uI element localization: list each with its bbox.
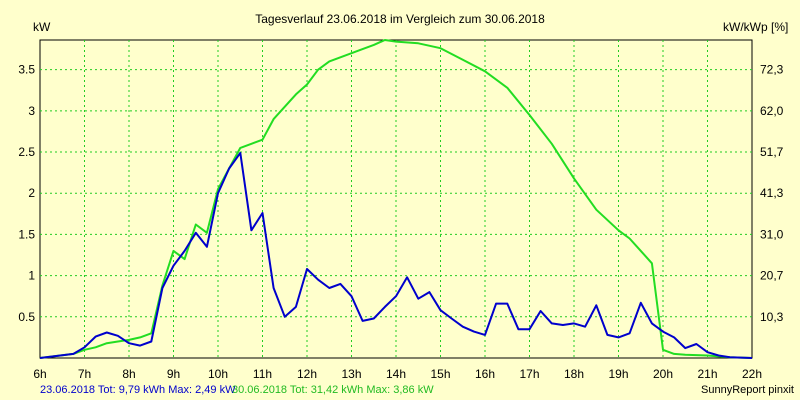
y-axis-label-left: kW (33, 20, 51, 34)
tick-labels: 6h 7h 8h 9h 10h 11h 12h 13h 14h 15h 16h 17h 18h 19h 20… (18, 63, 783, 381)
x-tick-label: 17h (519, 367, 539, 381)
x-tick-label: 14h (386, 367, 406, 381)
x-tick-label: 9h (167, 367, 180, 381)
x-tick-label: 8h (122, 367, 135, 381)
grid-lines (40, 40, 752, 358)
legend-series-1: 23.06.2018 Tot: 9,79 kWh Max: 2,49 kW (40, 384, 236, 396)
y-tick-label-left: 2.5 (18, 145, 35, 159)
series-line-30-06-2018 (39, 39, 753, 359)
y-tick-label-left: 0.5 (18, 310, 35, 324)
x-tick-label: 7h (78, 367, 91, 381)
y-tick-label-right: 31,0 (760, 227, 784, 241)
legend-series-2: 30.06.2018 Tot: 31,42 kWh Max: 3,86 kW (232, 384, 434, 396)
y-tick-label-left: 3 (28, 104, 35, 118)
x-tick-label: 11h (253, 367, 272, 381)
y-tick-label-left: 2 (28, 186, 35, 200)
x-tick-label: 20h (653, 367, 673, 381)
series-line-23-06-2018 (39, 151, 753, 359)
y-tick-label-left: 1.5 (18, 227, 35, 241)
x-tick-label: 12h (297, 367, 317, 381)
x-tick-label: 15h (430, 367, 450, 381)
chart-title: Tagesverlauf 23.06.2018 im Vergleich zum… (255, 12, 545, 26)
x-tick-label: 13h (341, 367, 361, 381)
x-tick-label: 22h (742, 367, 762, 381)
brand-label: SunnyReport pinxit (701, 384, 794, 396)
x-tick-label: 16h (475, 367, 495, 381)
y-tick-label-right: 41,3 (760, 186, 784, 200)
x-tick-label: 6h (33, 367, 46, 381)
x-tick-label: 19h (608, 367, 628, 381)
y-tick-label-right: 62,0 (760, 104, 784, 118)
y-tick-label-right: 20,7 (760, 269, 784, 283)
y-tick-label-right: 51,7 (760, 145, 784, 159)
y-tick-label-right: 72,3 (760, 63, 784, 77)
x-tick-label: 21h (697, 367, 717, 381)
data-series (39, 39, 753, 359)
y-tick-label-left: 3.5 (18, 63, 35, 77)
x-tick-label: 10h (208, 367, 228, 381)
y-axis-label-right: kW/kWp [%] (723, 20, 788, 34)
y-tick-label-left: 1 (28, 269, 35, 283)
x-tick-label: 18h (564, 367, 584, 381)
y-tick-label-right: 10,3 (760, 310, 784, 324)
